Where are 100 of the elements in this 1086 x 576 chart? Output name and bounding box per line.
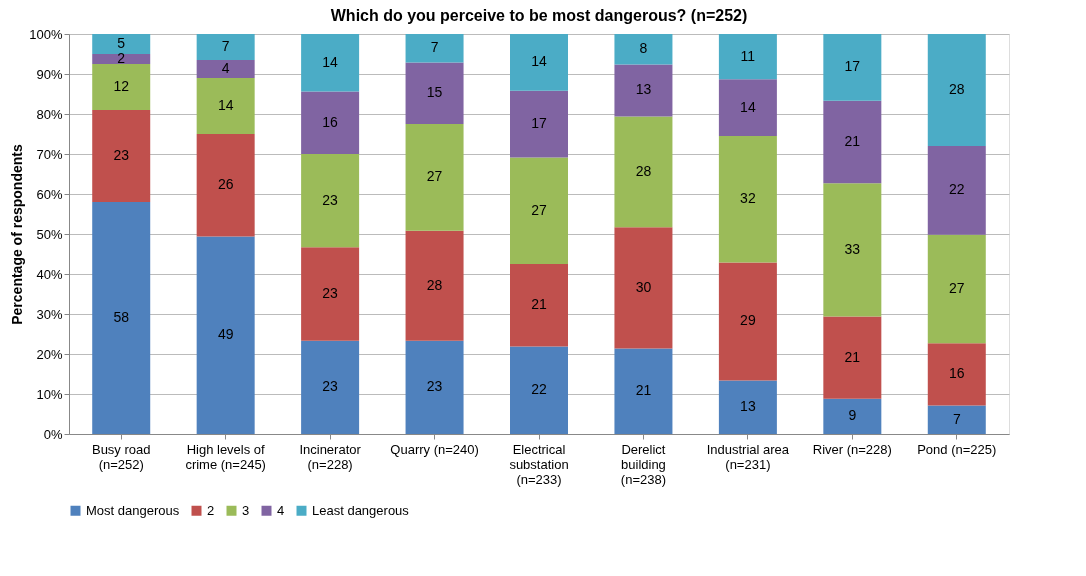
bar — [405, 34, 464, 63]
bar — [405, 124, 464, 231]
x-tick-label: Industrial area (n=231) — [706, 441, 790, 472]
data-label: 11 — [740, 47, 756, 64]
bar — [196, 236, 255, 434]
bar — [823, 398, 882, 434]
data-label: 23 — [426, 378, 443, 395]
data-label: 28 — [635, 162, 652, 179]
data-label: 22 — [531, 381, 547, 398]
data-label: 15 — [426, 84, 443, 101]
bar — [92, 64, 151, 110]
bar — [196, 78, 255, 134]
y-tick-label: 30% — [36, 306, 63, 322]
data-label: 7 — [430, 39, 439, 56]
data-label: 5 — [117, 35, 126, 51]
y-tick-label: 50% — [36, 226, 63, 242]
bar — [510, 264, 568, 347]
bar — [196, 34, 255, 60]
data-label: 23 — [322, 285, 339, 301]
bar — [510, 346, 568, 434]
bar — [510, 34, 568, 91]
bar — [301, 91, 360, 154]
data-label: 21 — [531, 296, 547, 313]
data-label: 7 — [221, 38, 230, 54]
legend-label: 3 — [242, 502, 250, 518]
data-label: 21 — [635, 382, 652, 399]
data-label: 14 — [740, 98, 756, 115]
data-label: 32 — [740, 190, 756, 207]
bar — [614, 116, 673, 228]
bar — [718, 34, 777, 80]
bar — [301, 340, 360, 434]
y-tick-label: 100% — [29, 26, 63, 42]
data-label: 27 — [426, 168, 443, 185]
bar — [718, 380, 777, 434]
bar — [92, 110, 151, 202]
data-label: 16 — [948, 365, 965, 382]
bar — [301, 247, 360, 341]
y-axis-title: Percentage of respondents — [9, 144, 26, 325]
data-label: 9 — [848, 407, 857, 424]
bar — [196, 134, 255, 237]
bar — [614, 227, 673, 349]
data-label: 33 — [844, 240, 861, 257]
x-tick-label: Derelict building (n=238) — [620, 441, 667, 487]
data-label: 21 — [844, 133, 861, 149]
bar — [614, 34, 673, 65]
bar — [927, 343, 986, 406]
bar — [196, 60, 255, 78]
data-label: 4 — [221, 60, 230, 76]
data-label: 14 — [217, 97, 234, 113]
bar — [405, 230, 464, 341]
bar — [405, 340, 464, 434]
y-tick-label: 80% — [36, 106, 63, 122]
data-label: 30 — [635, 278, 652, 295]
x-tick-label: Busy road (n=252) — [91, 441, 151, 472]
bar — [614, 64, 673, 117]
data-label: 7 — [952, 410, 961, 427]
data-label: 58 — [113, 309, 130, 325]
bar — [510, 157, 568, 264]
bar — [823, 100, 882, 184]
legend-label: Least dangerous — [312, 502, 410, 518]
data-label: 17 — [531, 115, 547, 132]
bar — [823, 183, 882, 317]
bar — [405, 62, 464, 124]
data-label: 49 — [217, 326, 234, 343]
y-tick-label: 70% — [36, 146, 63, 162]
data-label: 14 — [531, 53, 547, 70]
y-tick-label: 20% — [36, 346, 63, 362]
y-tick-label: 40% — [36, 266, 63, 282]
data-label: 13 — [635, 81, 652, 98]
bar — [92, 54, 151, 64]
data-label: 22 — [948, 181, 965, 198]
bar — [823, 316, 882, 399]
y-tick-label: 0% — [43, 426, 63, 442]
y-tick-label: 10% — [36, 386, 63, 402]
legend-label: Most dangerous — [86, 502, 180, 518]
data-label: 17 — [844, 58, 861, 75]
x-tick-label: Electrical substation (n=233) — [509, 441, 569, 487]
bar — [718, 79, 777, 136]
bar — [614, 348, 673, 434]
bar — [510, 90, 568, 158]
data-label: 23 — [113, 147, 130, 163]
data-label: 28 — [948, 81, 965, 97]
bar — [718, 136, 777, 263]
bar — [92, 34, 151, 54]
bar — [823, 34, 882, 101]
y-tick-label: 90% — [36, 66, 63, 82]
data-label: 13 — [740, 398, 756, 415]
data-label: 2 — [117, 50, 126, 66]
data-label: 8 — [639, 40, 648, 57]
bar — [927, 146, 986, 235]
data-label: 29 — [740, 312, 756, 329]
bar — [718, 262, 777, 381]
data-label: 16 — [322, 113, 339, 130]
bar — [927, 234, 986, 344]
data-label: 14 — [322, 53, 339, 70]
data-label: 12 — [113, 78, 130, 94]
data-label: 28 — [426, 276, 443, 293]
data-label: 23 — [322, 191, 339, 208]
data-label: 21 — [844, 348, 861, 365]
x-tick-label: High levels of crime (n=245) — [185, 441, 266, 472]
